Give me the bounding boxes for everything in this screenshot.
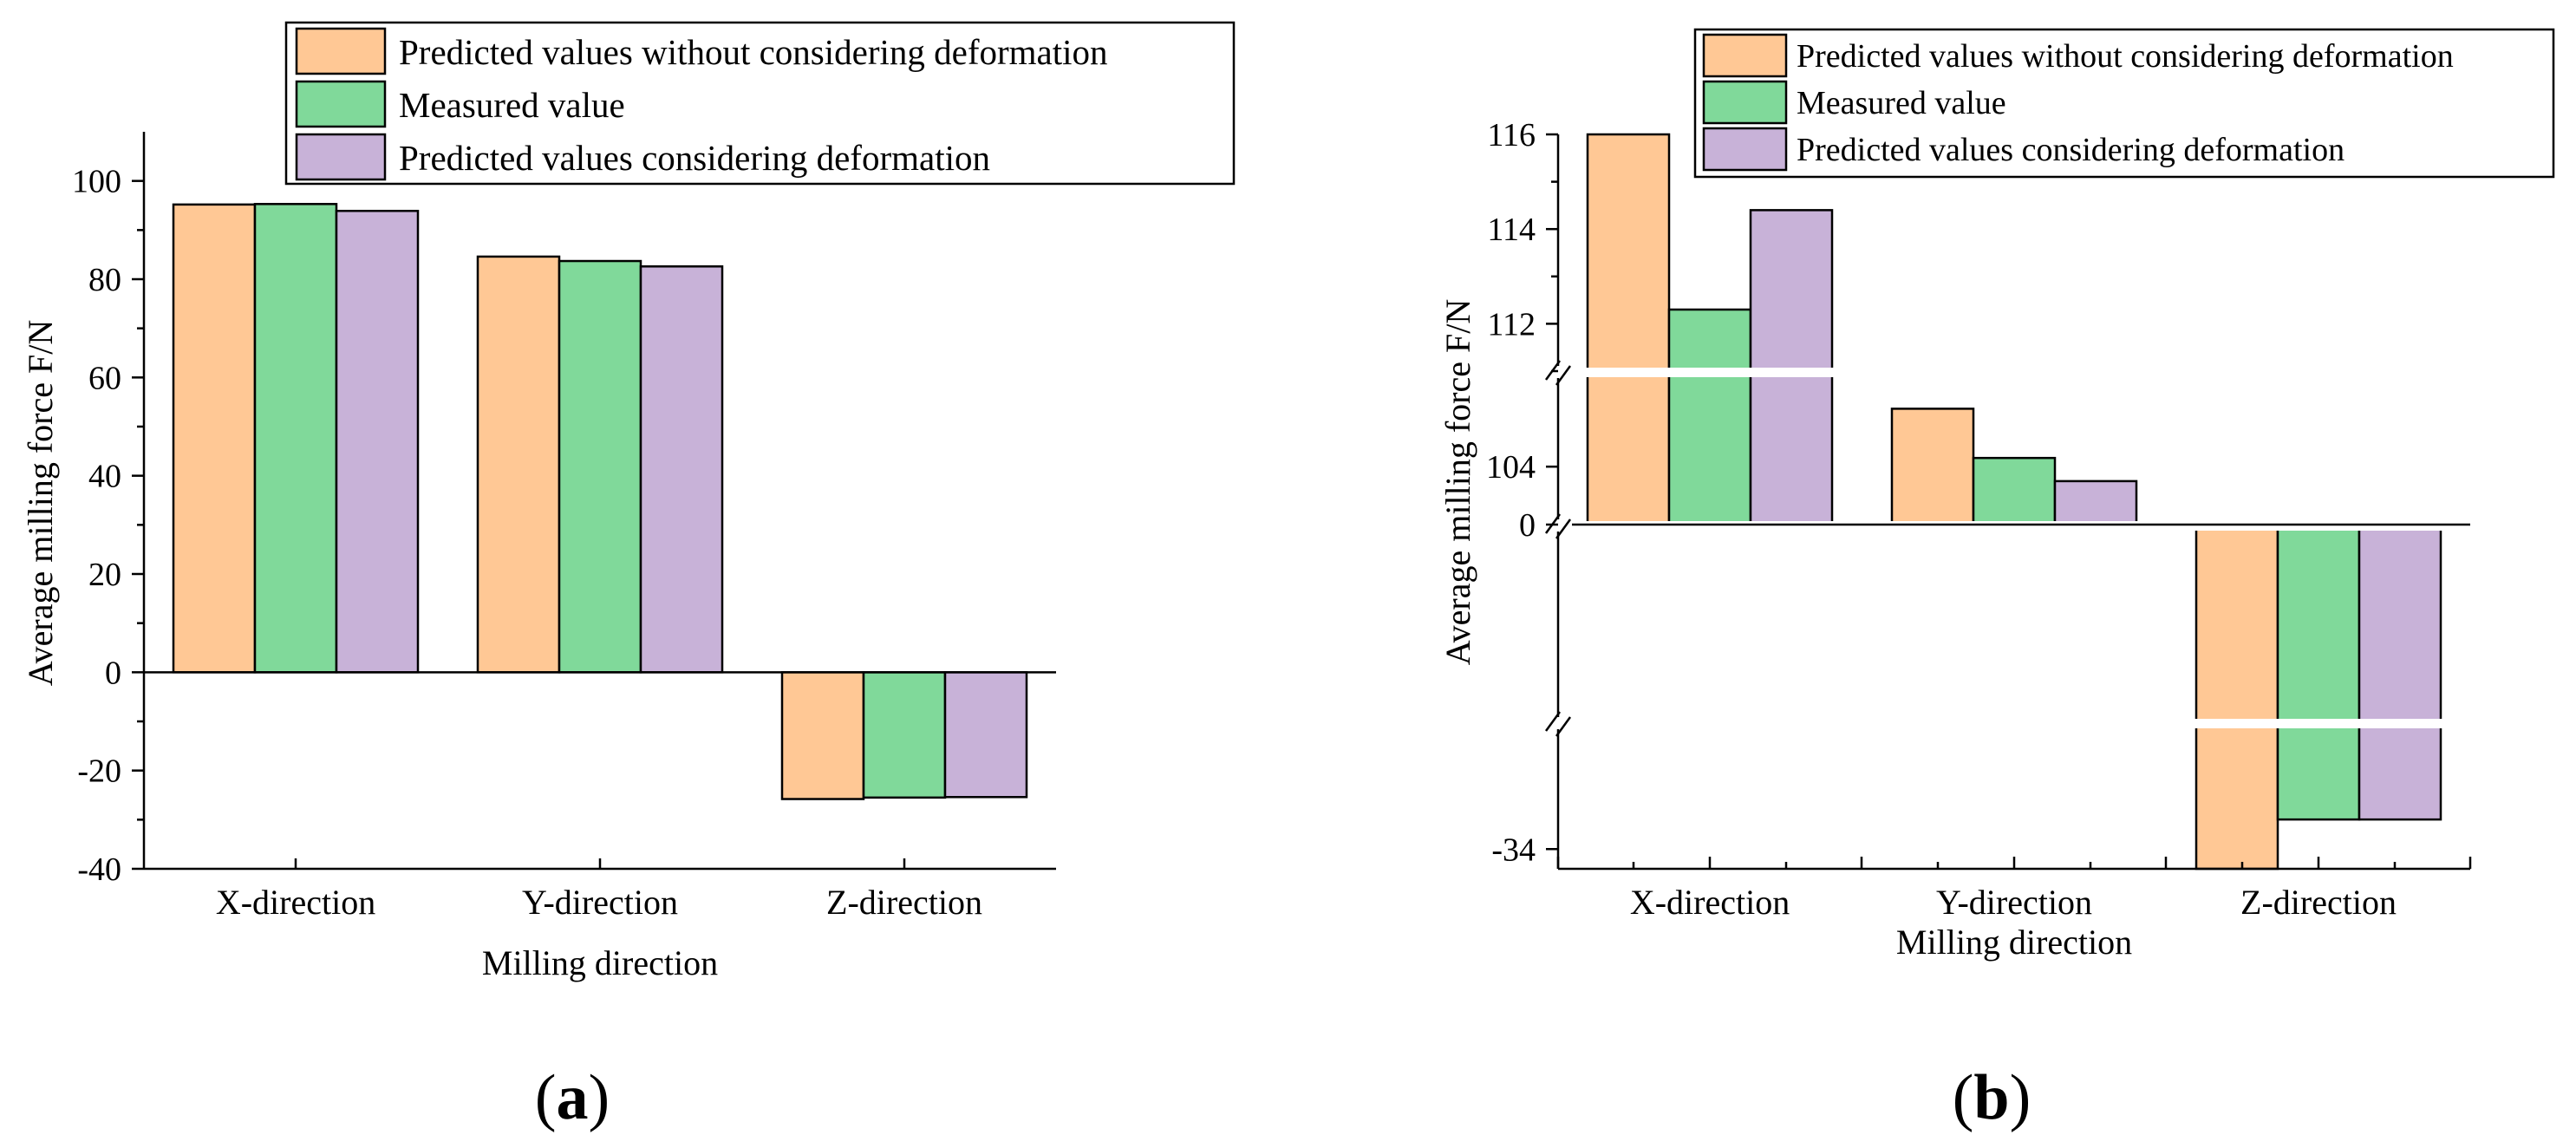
chart-b-axis-break-slash xyxy=(1544,711,1562,732)
chart-b-axis-break-slash xyxy=(1555,365,1572,386)
chart-a-bar-s1-c1 xyxy=(558,259,642,674)
chart-a-legend-label-0: Predicted values without considering def… xyxy=(399,32,1108,72)
chart-a-legend: Predicted values without considering def… xyxy=(284,21,1236,186)
chart-a-y-tick-label: -20 xyxy=(77,753,121,790)
chart-a-legend-frame xyxy=(284,21,1236,186)
chart-b-category-label-2: Z-direction xyxy=(2240,883,2397,922)
panel-label-b-open: ( xyxy=(1953,1062,1974,1133)
chart-b-break-band xyxy=(1555,368,2474,377)
chart-a-x-axis-title: Milling direction xyxy=(482,943,718,982)
chart-a-bar-s2-c2 xyxy=(943,671,1028,799)
chart-b-category-label-1: Y-direction xyxy=(1936,883,2092,922)
chart-b-bar-s2-c0 xyxy=(1749,209,1834,526)
chart-b-bars xyxy=(1586,133,2442,871)
chart-b-bar-s1-c0 xyxy=(1667,308,1752,526)
chart-a-y-axis-title: Average milling force F/N xyxy=(21,320,60,686)
chart-b-y-tick-label: 112 xyxy=(1487,306,1536,342)
panel-label-b-letter: b xyxy=(1973,1062,2009,1133)
chart-a-bar-s0-c0 xyxy=(172,203,257,674)
chart-a-legend-swatch-0 xyxy=(295,27,387,75)
chart-a-bar-s1-c0 xyxy=(253,203,338,674)
chart-b-y-tick-label: 104 xyxy=(1486,449,1536,486)
chart-b-x-axis-title: Milling direction xyxy=(1896,923,2132,962)
chart-a-y-tick-label: 20 xyxy=(88,557,121,593)
chart-b-bar-s2-c2 xyxy=(2358,523,2442,821)
chart-a-bar-s2-c0 xyxy=(335,209,420,674)
chart-b-y-tick-label: 114 xyxy=(1487,212,1536,248)
panel-label-a-close: ) xyxy=(589,1062,610,1133)
chart-a-bar-s1-c2 xyxy=(862,671,947,799)
chart-a-y-tick-label: 60 xyxy=(88,360,121,396)
panel-label-b-close: ) xyxy=(2010,1062,2031,1133)
chart-a: -40 -20 0 20 40 60 80 100 X-direction Y-directi… xyxy=(21,21,1236,1133)
chart-a-legend-label-2: Predicted values considering deformation xyxy=(399,138,990,178)
chart-b: 112 114 116 104 0 -34 X-direction Y-direction… xyxy=(1438,28,2555,1133)
chart-a-legend-swatch-2 xyxy=(295,133,387,181)
chart-a-y-tick-label: 80 xyxy=(88,262,121,298)
chart-a-bar-s0-c1 xyxy=(476,255,561,674)
chart-a-category-label-1: Y-direction xyxy=(522,883,678,922)
chart-b-legend-label-2: Predicted values considering deformation xyxy=(1797,132,2344,168)
chart-b-y-ticks: 112 114 116 104 0 -34 xyxy=(1486,117,2472,869)
chart-b-y-axis-title: Average milling force F/N xyxy=(1438,299,1477,665)
chart-b-y-tick-label: 116 xyxy=(1487,117,1536,153)
chart-a-category-label-0: X-direction xyxy=(216,883,375,922)
chart-b-legend: Predicted values without considering def… xyxy=(1693,28,2555,179)
panel-label-b: (b) xyxy=(1953,1062,2031,1133)
chart-b-legend-frame xyxy=(1693,28,2555,179)
chart-b-bar-s2-c1 xyxy=(2053,479,2138,526)
chart-a-y-tick-label: 100 xyxy=(72,164,121,200)
panel-label-a-letter: a xyxy=(557,1062,589,1133)
chart-b-legend-swatch-1 xyxy=(1702,80,1788,125)
chart-b-legend-swatch-0 xyxy=(1702,33,1788,78)
panel-label-a: (a) xyxy=(535,1062,610,1133)
chart-b-y-tick-label: -34 xyxy=(1491,832,1536,868)
chart-b-legend-swatch-2 xyxy=(1702,127,1788,172)
chart-b-category-label-0: X-direction xyxy=(1630,883,1790,922)
chart-a-bars xyxy=(172,203,1028,800)
chart-a-y-tick-label: -40 xyxy=(77,851,121,888)
chart-a-legend-swatch-1 xyxy=(295,80,387,128)
chart-a-y-tick-label: 40 xyxy=(88,459,121,495)
chart-a-bar-s0-c2 xyxy=(780,671,865,800)
chart-b-axis-break-slash xyxy=(1555,716,1572,737)
chart-b-legend-label-0: Predicted values without considering def… xyxy=(1797,38,2454,75)
chart-b-bar-s1-c1 xyxy=(1972,456,2057,526)
chart-b-axis-break-slash xyxy=(1555,519,1572,539)
chart-a-bar-s2-c1 xyxy=(639,265,724,674)
chart-a-y-ticks: -40 -20 0 20 40 60 80 100 xyxy=(72,164,906,888)
chart-b-bar-s0-c2 xyxy=(2194,523,2279,871)
chart-b-break-band xyxy=(1555,719,2474,728)
chart-b-axis-breaks xyxy=(1555,368,2474,728)
chart-b-axis-break-gap xyxy=(1544,717,1572,729)
panel-label-a-open: ( xyxy=(535,1062,557,1133)
chart-a-legend-label-1: Measured value xyxy=(399,85,625,125)
chart-b-bar-s1-c2 xyxy=(2276,523,2361,821)
chart-b-break-band xyxy=(1555,521,2474,531)
chart-b-y-tick-label: 0 xyxy=(1519,507,1536,544)
chart-a-y-tick-label: 0 xyxy=(105,655,121,691)
chart-b-legend-label-1: Measured value xyxy=(1797,85,2006,121)
chart-a-category-label-2: Z-direction xyxy=(826,883,982,922)
chart-b-bar-s0-c1 xyxy=(1890,408,1975,526)
chart-b-bar-s0-c0 xyxy=(1586,133,1671,526)
